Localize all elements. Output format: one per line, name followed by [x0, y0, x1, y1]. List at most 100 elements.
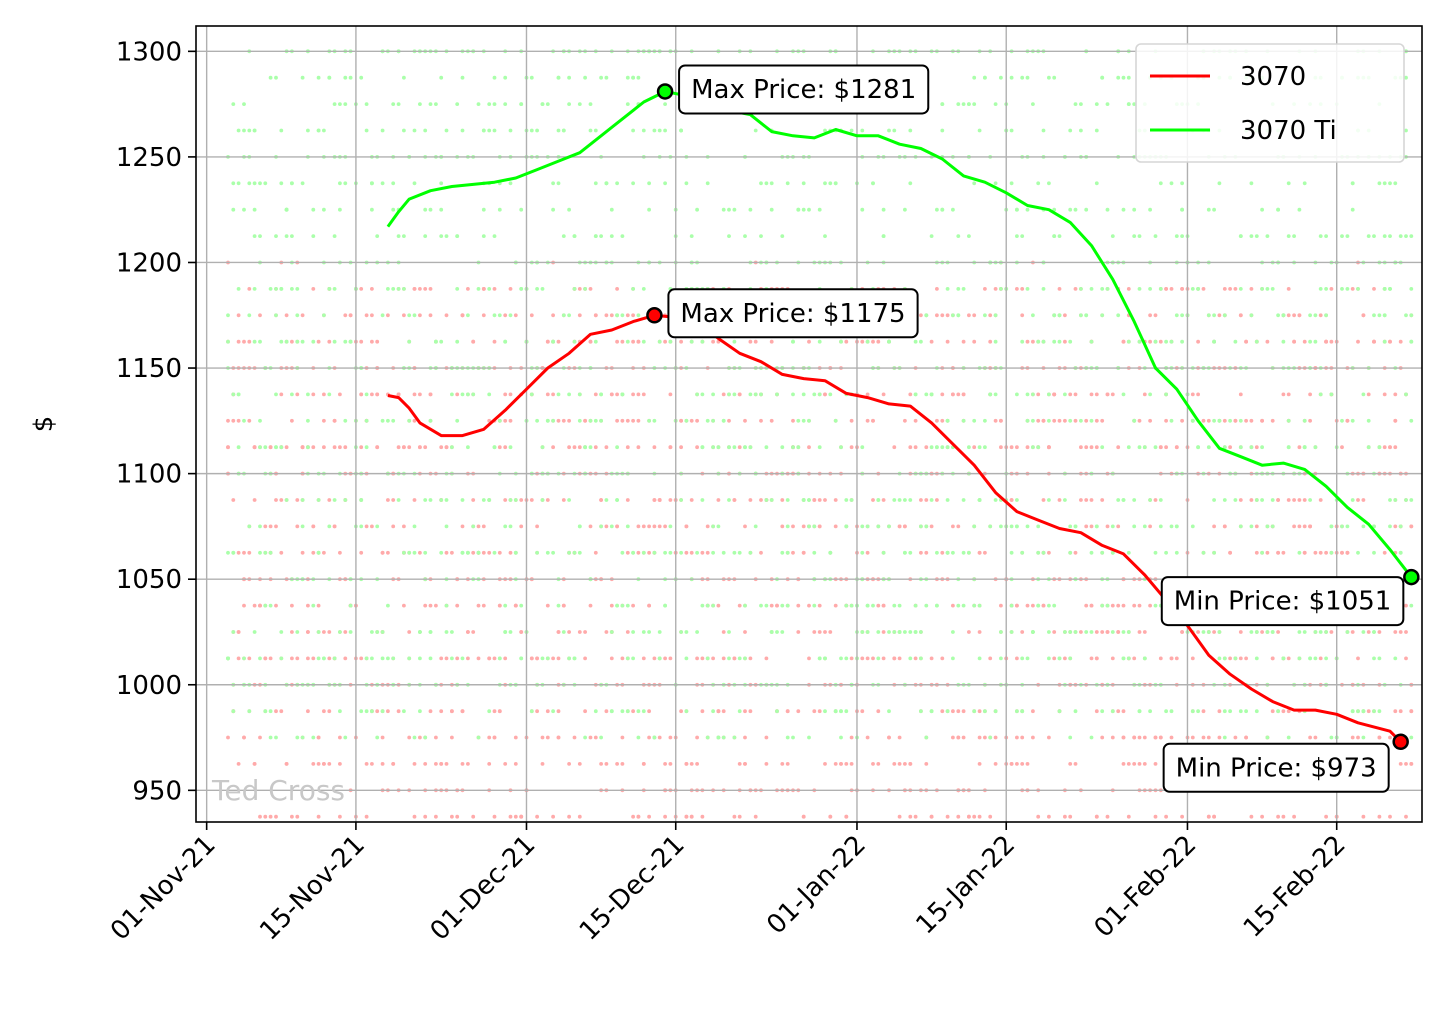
scatter-point-3070: [1404, 762, 1408, 766]
scatter-point-3070: [1265, 339, 1270, 344]
scatter-point-3070: [1105, 524, 1110, 529]
scatter-point-3070-ti: [1350, 181, 1355, 186]
scatter-point-3070: [487, 762, 492, 766]
scatter-point-3070: [481, 524, 486, 529]
scatter-point-3070-ti: [983, 445, 987, 450]
scatter-point-3070-ti: [1377, 709, 1382, 714]
scatter-point-3070: [1382, 550, 1387, 555]
scatter-point-3070-ti: [391, 207, 396, 212]
scatter-point-3070-ti: [412, 313, 417, 318]
scatter-point-3070-ti: [513, 498, 518, 502]
scatter-point-3070: [1404, 630, 1408, 634]
scatter-point-3070-ti: [567, 656, 571, 661]
scatter-point-3070-ti: [327, 524, 332, 529]
scatter-point-3070-ti: [881, 550, 886, 555]
scatter-point-3070: [1052, 656, 1057, 661]
scatter-point-3070-ti: [913, 603, 918, 608]
scatter-point-3070-ti: [268, 550, 273, 555]
scatter-point-3070-ti: [967, 102, 971, 106]
scatter-point-3070-ti: [247, 524, 252, 529]
scatter-point-3070-ti: [737, 709, 742, 714]
scatter-point-3070: [1318, 313, 1323, 318]
scatter-point-3070: [428, 392, 433, 397]
scatter-point-3070: [1089, 656, 1094, 661]
scatter-point-3070: [1137, 762, 1142, 766]
scatter-point-3070-ti: [322, 128, 326, 133]
scatter-point-3070: [460, 524, 465, 529]
scatter-point-3070-ti: [1377, 445, 1382, 450]
scatter-point-3070: [1068, 392, 1073, 397]
annotation-box: Min Price: $1051: [1160, 576, 1405, 627]
scatter-point-3070-ti: [620, 392, 625, 397]
scatter-point-3070: [295, 656, 300, 661]
scatter-point-3070: [1265, 550, 1270, 555]
scatter-point-3070-ti: [1190, 287, 1195, 291]
scatter-point-3070: [1110, 392, 1115, 397]
scatter-point-3070: [668, 498, 673, 502]
scatter-point-3070-ti: [1137, 445, 1142, 450]
scatter-point-3070: [1393, 418, 1398, 423]
scatter-point-3070: [407, 445, 412, 450]
scatter-point-3070: [412, 287, 417, 291]
scatter-point-3070: [1073, 392, 1078, 397]
scatter-point-3070: [1292, 498, 1296, 502]
scatter-point-3070: [242, 735, 246, 740]
x-tick-label: 15-Feb-22: [1238, 830, 1352, 944]
scatter-point-3070: [588, 287, 593, 291]
scatter-point-3070: [1238, 630, 1243, 634]
scatter-point-3070: [593, 735, 598, 740]
scatter-point-3070: [434, 762, 438, 766]
scatter-point-3070-ti: [972, 102, 977, 106]
scatter-point-3070-ti: [759, 603, 763, 608]
scatter-point-3070-ti: [300, 498, 305, 502]
scatter-point-3070: [252, 603, 257, 608]
scatter-point-3070: [1020, 313, 1025, 318]
scatter-point-3070-ti: [423, 207, 428, 212]
scatter-point-3070: [903, 418, 907, 423]
scatter-point-3070: [364, 762, 369, 766]
scatter-point-3070: [556, 339, 561, 344]
scatter-point-3070-ti: [1068, 207, 1073, 212]
scatter-point-3070: [1164, 287, 1168, 291]
scatter-point-3070-ti: [316, 630, 321, 634]
scatter-point-3070: [444, 313, 449, 318]
scatter-point-3070-ti: [609, 234, 614, 239]
scatter-point-3070: [977, 550, 982, 555]
scatter-point-3070-ti: [231, 207, 236, 212]
scatter-point-3070-ti: [1388, 287, 1392, 291]
scatter-point-3070-ti: [391, 181, 396, 186]
scatter-point-3070-ti: [396, 234, 401, 239]
scatter-point-3070-ti: [1079, 287, 1083, 291]
scatter-point-3070-ti: [284, 339, 289, 344]
scatter-point-3070-ti: [977, 445, 982, 450]
scatter-point-3070: [828, 814, 833, 819]
scatter-point-3070-ti: [1302, 445, 1307, 450]
scatter-point-3070: [1110, 656, 1115, 661]
scatter-point-3070-ti: [711, 709, 715, 714]
scatter-point-3070-ti: [295, 313, 300, 318]
scatter-point-3070-ti: [375, 630, 380, 634]
scatter-point-3070: [1372, 287, 1376, 291]
scatter-point-3070: [993, 735, 998, 740]
scatter-point-3070: [1249, 814, 1254, 819]
scatter-point-3070-ti: [1180, 181, 1184, 186]
scatter-point-3070-ti: [924, 735, 929, 740]
scatter-point-3070: [1270, 656, 1275, 661]
scatter-point-3070: [1313, 735, 1318, 740]
scatter-point-3070: [1025, 445, 1030, 450]
scatter-point-3070: [753, 339, 758, 344]
scatter-point-3070: [828, 630, 833, 634]
scatter-point-3070: [492, 287, 497, 291]
scatter-point-3070-ti: [769, 181, 774, 186]
scatter-point-3070: [290, 814, 294, 819]
scatter-point-3070: [1190, 656, 1195, 661]
scatter-point-3070-ti: [492, 102, 497, 106]
scatter-point-3070: [497, 603, 502, 608]
scatter-point-3070-ti: [1126, 445, 1131, 450]
scatter-point-3070-ti: [1015, 234, 1019, 239]
scatter-point-3070-ti: [1174, 313, 1179, 318]
scatter-point-3070: [999, 418, 1003, 423]
scatter-point-3070-ti: [1110, 630, 1115, 634]
scatter-point-3070-ti: [604, 75, 609, 80]
scatter-point-3070-ti: [1297, 207, 1302, 212]
